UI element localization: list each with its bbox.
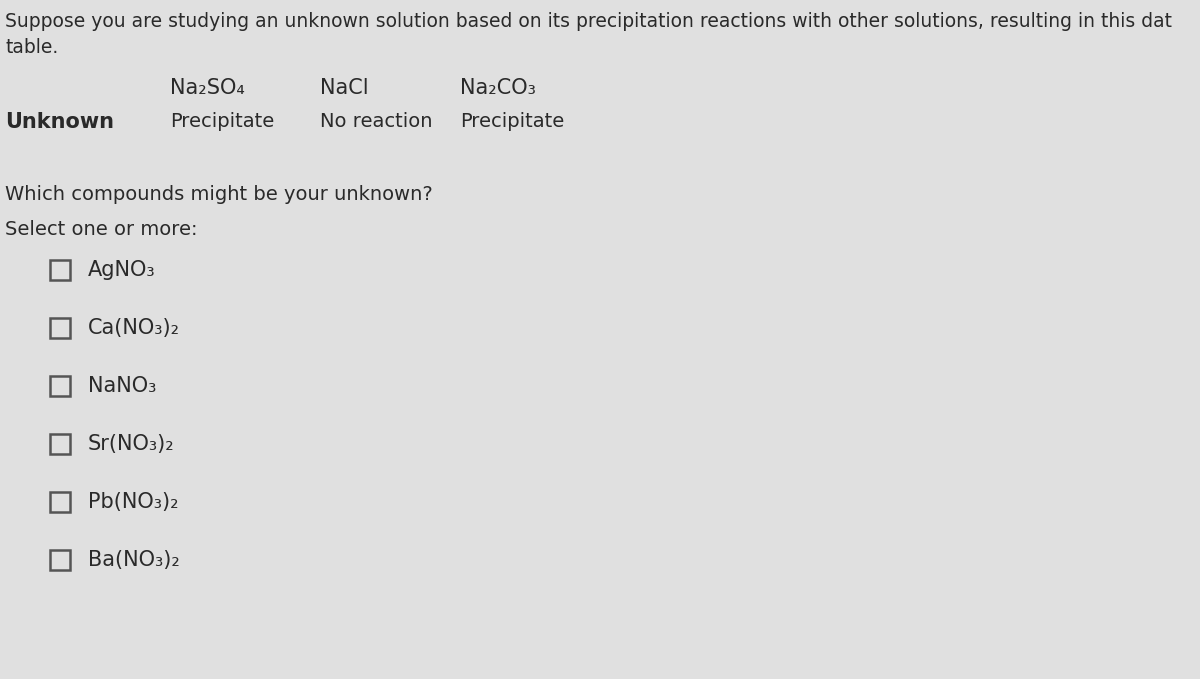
Bar [50,260,70,280]
Text: Unknown: Unknown [5,112,114,132]
Text: Select one or more:: Select one or more: [5,220,198,239]
Text: No reaction: No reaction [320,112,432,131]
Bar [50,434,70,454]
Bar [50,318,70,338]
Text: Precipitate: Precipitate [170,112,275,131]
Text: Ca(NO₃)₂: Ca(NO₃)₂ [88,318,180,338]
Bar [50,376,70,396]
Text: AgNO₃: AgNO₃ [88,260,156,280]
Text: table.: table. [5,38,59,57]
Text: Suppose you are studying an unknown solution based on its precipitation reaction: Suppose you are studying an unknown solu… [5,12,1172,31]
Text: NaCl: NaCl [320,78,368,98]
Text: Sr(NO₃)₂: Sr(NO₃)₂ [88,434,175,454]
Text: Precipitate: Precipitate [460,112,564,131]
Bar [50,550,70,570]
Bar [50,492,70,512]
Text: Na₂CO₃: Na₂CO₃ [460,78,536,98]
Text: Ba(NO₃)₂: Ba(NO₃)₂ [88,550,180,570]
Text: NaNO₃: NaNO₃ [88,376,156,396]
Text: Na₂SO₄: Na₂SO₄ [170,78,245,98]
Text: Pb(NO₃)₂: Pb(NO₃)₂ [88,492,179,512]
Text: Which compounds might be your unknown?: Which compounds might be your unknown? [5,185,433,204]
